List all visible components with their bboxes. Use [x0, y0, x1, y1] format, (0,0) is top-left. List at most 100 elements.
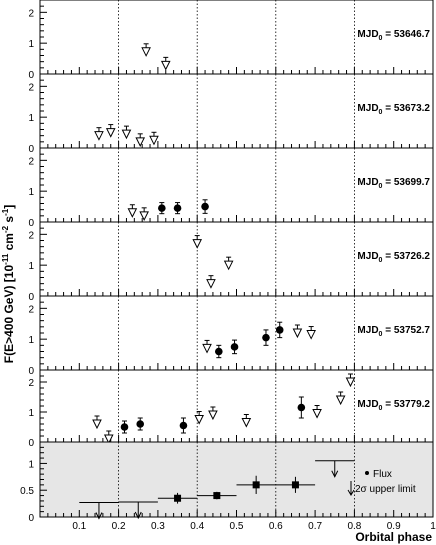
y-tick-label: 0	[28, 218, 34, 229]
binned-ul-arrow-head	[95, 512, 103, 520]
upper-limit-marker	[312, 409, 322, 419]
flux-point	[120, 423, 129, 431]
mjd-label-sub: 0	[379, 331, 383, 338]
y-axis-title-unit-exp1: -2	[1, 225, 10, 233]
upper-limit-marker	[192, 239, 203, 249]
y-axis-title-main: F(E>400 GeV) [10	[2, 265, 16, 364]
panel-mjd-label: MJD0 = 53779.2	[357, 399, 430, 412]
flux-point	[158, 204, 166, 212]
x-tick-label: 0.5	[230, 521, 244, 532]
upper-limit-marker	[202, 343, 212, 354]
y-tick-label: 0	[28, 70, 34, 81]
upper-limit-marker	[141, 47, 151, 57]
y-tick-label: 1	[28, 261, 34, 272]
binned-ul-arrow-head	[134, 511, 142, 520]
mjd-label-sub: 0	[379, 109, 383, 116]
y-axis-title: F(E>400 GeV) [10-11 cm-2 s-1]	[1, 205, 16, 363]
x-tick-label: 1	[430, 521, 436, 532]
y-tick-label: 1	[28, 187, 34, 198]
upper-limit-marker	[160, 60, 171, 71]
y-tick-label: 2	[28, 82, 34, 93]
y-tick-label: 2	[28, 230, 34, 241]
legend-flux-marker	[365, 471, 369, 475]
x-tick-label: 0.7	[308, 521, 322, 532]
flux-point	[179, 421, 188, 430]
upper-limit-marker	[105, 128, 116, 138]
legend-ul-arrow-head	[347, 489, 355, 496]
y-axis-title-exp: -11	[1, 253, 10, 265]
flux-point	[201, 202, 209, 211]
upper-limit-marker	[306, 330, 316, 340]
upper-limit-marker	[139, 211, 149, 221]
panel-mjd-label: MJD0 = 53646.7	[357, 29, 430, 42]
legend-ul-label: 2σ upper limit	[355, 484, 416, 495]
binned-flux-point	[252, 481, 260, 489]
upper-limit-marker	[149, 135, 159, 146]
y-tick-label: 2	[28, 304, 34, 315]
upper-limit-marker	[223, 260, 234, 271]
panel-4: 0 1 2 MJD0 = 53726.2	[28, 221, 434, 303]
legend: Flux 2σ upper limit	[347, 469, 416, 496]
panel-mjd-label: MJD0 = 53726.2	[357, 251, 430, 264]
x-tick-label: 0.4	[190, 521, 204, 532]
y-tick-label: 0.5	[20, 486, 34, 497]
y-tick-label: 1	[28, 408, 34, 419]
y-tick-label: 0	[28, 366, 34, 377]
mjd-label-sub: 0	[379, 405, 383, 412]
x-tick-label: 0.9	[387, 521, 401, 532]
flux-point	[173, 204, 182, 212]
mjd-label-value: = 53752.7	[382, 325, 430, 336]
binned-ul-arrow-head	[331, 470, 339, 478]
y-tick-label: 2	[28, 156, 34, 167]
mjd-label-main: MJD	[357, 399, 378, 410]
mjd-label-sub: 0	[379, 35, 383, 42]
x-tick-label: 0.8	[347, 521, 361, 532]
upper-limit-marker	[92, 419, 102, 430]
upper-limit-marker	[241, 418, 252, 428]
x-tick-label: 0.1	[72, 521, 86, 532]
upper-limit-marker	[194, 415, 204, 425]
panel-mjd-label: MJD0 = 53673.2	[357, 103, 430, 116]
flux-point	[275, 326, 284, 334]
upper-limit-marker	[208, 410, 218, 421]
y-axis-title-s: s	[2, 216, 16, 226]
mjd-label-value: = 53726.2	[382, 251, 430, 262]
x-tick-label: 0.3	[151, 521, 165, 532]
upper-limit-marker	[121, 129, 132, 140]
y-axis-title-unit: cm	[2, 233, 16, 254]
mjd-label-value: = 53646.7	[382, 29, 430, 40]
mjd-label-value: = 53779.2	[382, 399, 430, 410]
y-tick-label: 0	[28, 292, 34, 303]
flux-point	[230, 343, 239, 351]
flux-point	[215, 347, 223, 356]
x-axis-title: Orbital phase	[355, 530, 432, 544]
mjd-label-sub: 0	[379, 183, 383, 190]
y-axis-title-close: ]	[2, 205, 16, 209]
panel-7: 0 0.5 1 0.1 0.2 0.3 0.4 0.5 0.6 0.7 0.8 0.9 1 Flux 2σ …	[20, 441, 436, 532]
y-tick-label: 0	[28, 438, 34, 449]
x-tick-label: 0.6	[269, 521, 283, 532]
flux-point	[262, 333, 270, 342]
y-axis-title-unit-exp2: -1	[1, 208, 10, 216]
mjd-label-main: MJD	[357, 325, 378, 336]
y-tick-label: 0	[28, 144, 34, 155]
binned-flux-point	[291, 481, 299, 489]
y-tick-label: 1	[28, 335, 34, 346]
shaded-panel-bg	[40, 442, 433, 517]
y-tick-label: 0	[28, 513, 34, 524]
mjd-label-main: MJD	[357, 177, 378, 188]
flux-point	[297, 403, 306, 412]
upper-limit-marker	[135, 137, 146, 147]
legend-flux-label: Flux	[373, 469, 392, 480]
flux-point	[136, 420, 145, 428]
panel-mjd-label: MJD0 = 53699.7	[357, 177, 430, 190]
mjd-label-main: MJD	[357, 29, 378, 40]
upper-limit-marker	[94, 131, 104, 141]
y-tick-label: 1	[28, 459, 34, 470]
mjd-label-value: = 53699.7	[382, 177, 430, 188]
